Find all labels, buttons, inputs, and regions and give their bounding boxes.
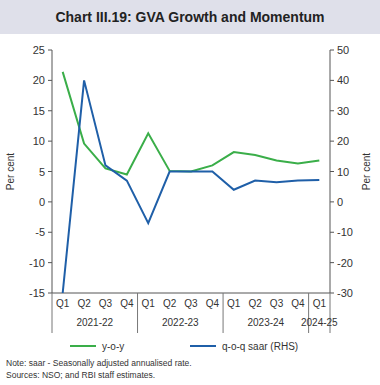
group-label: 2023-24 (247, 317, 284, 328)
x-tick-label: Q1 (313, 298, 327, 309)
y-tick-label: 10 (33, 135, 45, 147)
plot-area (63, 72, 320, 293)
y2-tick-label: 30 (337, 105, 349, 117)
title: Chart III.19: GVA Growth and Momentum (55, 9, 324, 25)
y2-tick (330, 262, 334, 263)
y-tick-label: 0 (39, 196, 45, 208)
x-axis (52, 293, 330, 294)
y-tick (48, 141, 52, 142)
y2-tick-label: 0 (337, 196, 343, 208)
y2-tick-label: 40 (337, 74, 349, 86)
x-tick-label: Q1 (56, 298, 70, 309)
x-tick-label: Q1 (227, 298, 241, 309)
y2-axis-label: Per cent (361, 153, 372, 190)
series-line (63, 72, 320, 175)
y-tick (48, 171, 52, 172)
y2-tick (330, 141, 334, 142)
y-tick-label: 5 (39, 166, 45, 178)
y2-tick (330, 80, 334, 81)
legend-swatch (190, 345, 216, 347)
y-tick (48, 80, 52, 81)
x-tick-label: Q4 (120, 298, 134, 309)
y-tick-label: 25 (33, 44, 45, 56)
y2-tick (330, 110, 334, 111)
legend-label: q-o-q saar (RHS) (222, 341, 298, 352)
sources: Sources: NSO; and RBI staff estimates. (6, 370, 155, 380)
y-tick (48, 110, 52, 111)
x-tick-label: Q3 (99, 298, 113, 309)
y-tick-label: 20 (33, 74, 45, 86)
y-tick-label: -5 (35, 226, 45, 238)
title-bar (0, 0, 380, 34)
y-tick-label: -10 (29, 257, 45, 269)
x-tick-label: Q4 (291, 298, 305, 309)
x-tick-label: Q2 (163, 298, 177, 309)
x-tick-label: Q1 (142, 298, 156, 309)
group-separator (137, 293, 138, 333)
y2-tick-label: -20 (337, 257, 353, 269)
x-tick-label: Q3 (270, 298, 284, 309)
y-tick (48, 232, 52, 233)
chart: Chart III.19: GVA Growth and Momentum -15… (0, 0, 380, 385)
y-tick (48, 201, 52, 202)
group-label: 2024-25 (301, 317, 338, 328)
series-line (63, 80, 320, 293)
y2-tick-label: -30 (337, 287, 353, 299)
y2-tick (330, 293, 334, 294)
legend-label: y-o-y (102, 341, 124, 352)
y2-tick (330, 232, 334, 233)
x-tick-label: Q3 (184, 298, 198, 309)
note: Note: saar - Seasonally adjusted annuali… (6, 358, 192, 368)
y2-tick (330, 50, 334, 51)
y-axis-label: Per cent (5, 153, 16, 190)
y2-tick-label: 50 (337, 44, 349, 56)
group-separator (223, 293, 224, 333)
y2-tick-label: -10 (337, 226, 353, 238)
x-tick-label: Q4 (206, 298, 220, 309)
y-tick-label: 15 (33, 105, 45, 117)
group-label: 2022-23 (162, 317, 199, 328)
y2-tick (330, 201, 334, 202)
x-tick-label: Q2 (77, 298, 91, 309)
group-label: 2021-22 (76, 317, 113, 328)
group-separator (52, 293, 53, 333)
y2-tick-label: 20 (337, 135, 349, 147)
y-tick (48, 50, 52, 51)
y-tick-label: -15 (29, 287, 45, 299)
y-tick (48, 293, 52, 294)
legend-swatch (70, 345, 96, 347)
y2-tick (330, 171, 334, 172)
y2-tick-label: 10 (337, 166, 349, 178)
x-tick-label: Q2 (248, 298, 262, 309)
y-tick (48, 262, 52, 263)
